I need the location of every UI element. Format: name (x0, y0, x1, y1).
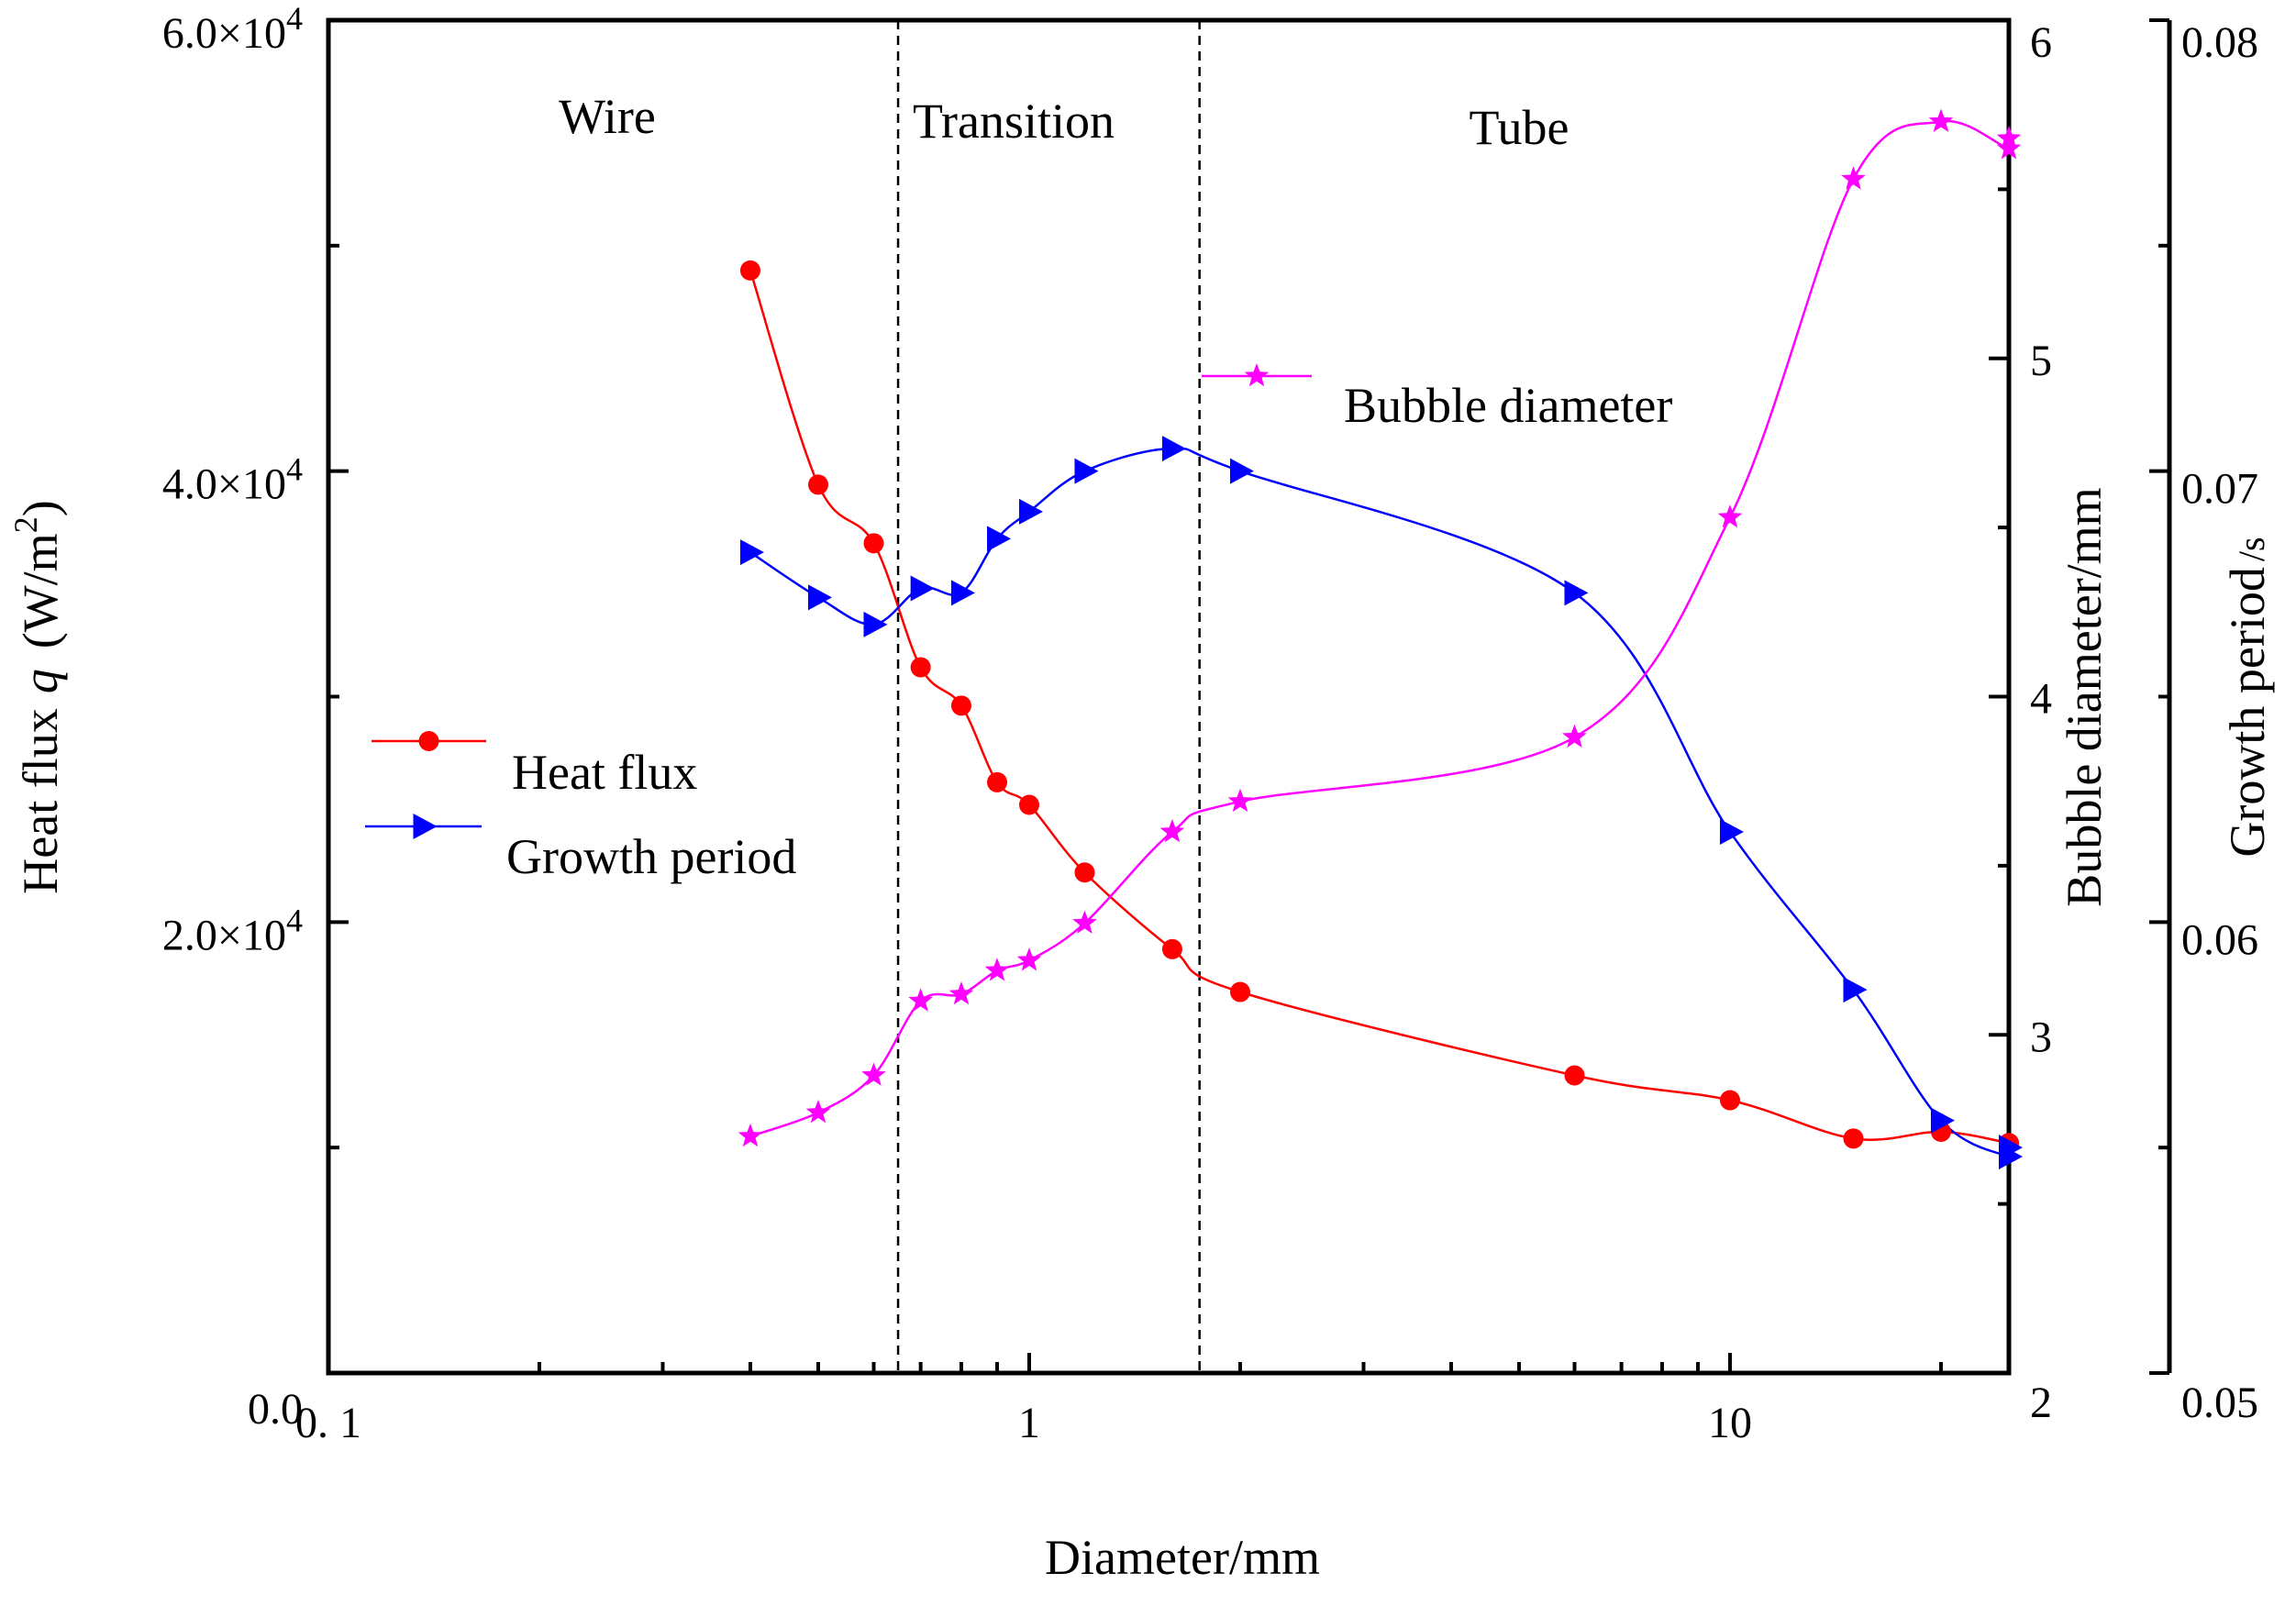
growth-period-point (808, 584, 833, 611)
bubble-axis-title: Bubble diameter/mm (2057, 487, 2112, 906)
growth-tick-label: 0.05 (2181, 1379, 2258, 1427)
legend-growth-period-marker (413, 814, 438, 839)
left-tick-label: 0.0 (248, 1385, 303, 1434)
bubble-diameter-line (749, 119, 2015, 1138)
bubble-diameter-point (1227, 788, 1253, 813)
bubble-diameter-point (948, 981, 974, 1005)
left-axis-title-prefix: Heat flux (13, 708, 68, 893)
bubble-diameter-point (908, 988, 933, 1012)
heat-flux-point (739, 260, 760, 281)
heat-flux-point (1161, 938, 1182, 959)
x-tick-label: 0. 1 (295, 1399, 361, 1447)
left-tick-label: 4.0×104 (162, 451, 303, 509)
region-label-transition: Transition (913, 94, 1115, 149)
left-tick-exponent: 4 (286, 451, 303, 488)
left-tick-mantissa: 0.0 (248, 1385, 303, 1434)
growth-tick-label: 0.07 (2181, 465, 2258, 514)
bubble-diameter-point (1072, 910, 1097, 934)
bubble-diameter-point (738, 1123, 763, 1147)
heat-flux-point (1843, 1128, 1864, 1149)
heat-flux-point (1719, 1090, 1740, 1111)
growth-period-point (1074, 458, 1099, 484)
growth-period-point (1843, 977, 1868, 1003)
growth-period-point (863, 611, 888, 637)
x-tick-label: 10 (1708, 1399, 1752, 1447)
bubble-diameter-point (1841, 166, 1866, 190)
bubble-tick-label: 5 (2030, 337, 2052, 385)
bubble-diameter-point (1562, 724, 1587, 748)
bubble-diameter-point (1996, 126, 2022, 150)
growth-period-point (950, 580, 975, 606)
bubble-diameter-point (1717, 504, 1743, 528)
left-axis-title-exp: 2 (7, 516, 44, 533)
left-tick-mantissa: 2.0×10 (162, 911, 286, 959)
growth-axis-title-unit: /s (2231, 537, 2272, 561)
legend-growth-period-label: Growth period (506, 829, 796, 884)
legend-bubble-diameter-marker (1244, 363, 1270, 387)
left-tick-mantissa: 4.0×10 (162, 460, 286, 509)
growth-period-line (749, 447, 2015, 1159)
left-tick-label: 2.0×104 (162, 902, 303, 959)
x-axis-title: Diameter/mm (1045, 1530, 1320, 1585)
bubble-tick-label: 2 (2030, 1379, 2052, 1427)
heat-flux-point (1018, 794, 1039, 815)
growth-period-point (1564, 580, 1589, 606)
legend-bubble-diameter-label: Bubble diameter (1344, 378, 1672, 433)
bubble-tick-label: 3 (2030, 1013, 2052, 1061)
growth-period-point (1161, 436, 1186, 462)
growth-axis-title: Growth period/s (2220, 537, 2275, 857)
left-axis-title-var: q (13, 669, 68, 693)
heat-flux-point (863, 533, 884, 554)
growth-period-point (987, 526, 1012, 552)
growth-period-point (1999, 1135, 2023, 1161)
bubble-diameter-point (1928, 108, 1954, 132)
bubble-diameter-point (1996, 136, 2022, 160)
bubble-tick-label: 6 (2030, 18, 2052, 67)
growth-tick-label: 0.08 (2181, 18, 2258, 67)
left-tick-exponent: 4 (286, 902, 303, 938)
growth-period-point (1930, 1107, 1955, 1134)
region-label-wire: Wire (559, 89, 656, 144)
heat-flux-point (1229, 981, 1250, 1002)
heat-flux-point (1564, 1065, 1585, 1086)
bubble-diameter-point (805, 1100, 831, 1124)
left-tick-label: 6.0×104 (162, 0, 303, 58)
left-axis-title-close: ) (13, 500, 68, 516)
plot-frame (326, 17, 2012, 1376)
x-tick-label: 1 (1018, 1399, 1040, 1447)
heat-flux-point (808, 474, 829, 495)
heat-flux-point (987, 771, 1008, 792)
bubble-tick-label: 4 (2030, 675, 2052, 724)
left-tick-exponent: 4 (286, 0, 303, 37)
growth-period-point (1229, 458, 1254, 484)
growth-axis-title-main: Growth period (2220, 567, 2275, 857)
growth-period-point (1018, 498, 1043, 525)
heat-flux-point (910, 657, 931, 678)
bubble-diameter-point (1016, 947, 1042, 971)
growth-period-point (1719, 819, 1744, 845)
growth-tick-label: 0.06 (2181, 915, 2258, 964)
region-label-tube: Tube (1469, 100, 1569, 155)
bubble-diameter-point (861, 1062, 886, 1086)
legend-heat-flux-label: Heat flux (512, 745, 697, 800)
left-axis-title-unit: (W/m (13, 533, 68, 648)
bubble-diameter-point (984, 958, 1010, 981)
left-axis-title: Heat flux q (W/m2) (7, 500, 68, 893)
legend-heat-flux-marker (418, 731, 439, 751)
heat-flux-point (950, 695, 971, 716)
bubble-diameter-point (1159, 819, 1185, 843)
left-tick-mantissa: 6.0×10 (162, 9, 286, 58)
growth-period-point (910, 575, 935, 602)
growth-period-point (739, 539, 764, 566)
heat-flux-point (1074, 862, 1095, 883)
